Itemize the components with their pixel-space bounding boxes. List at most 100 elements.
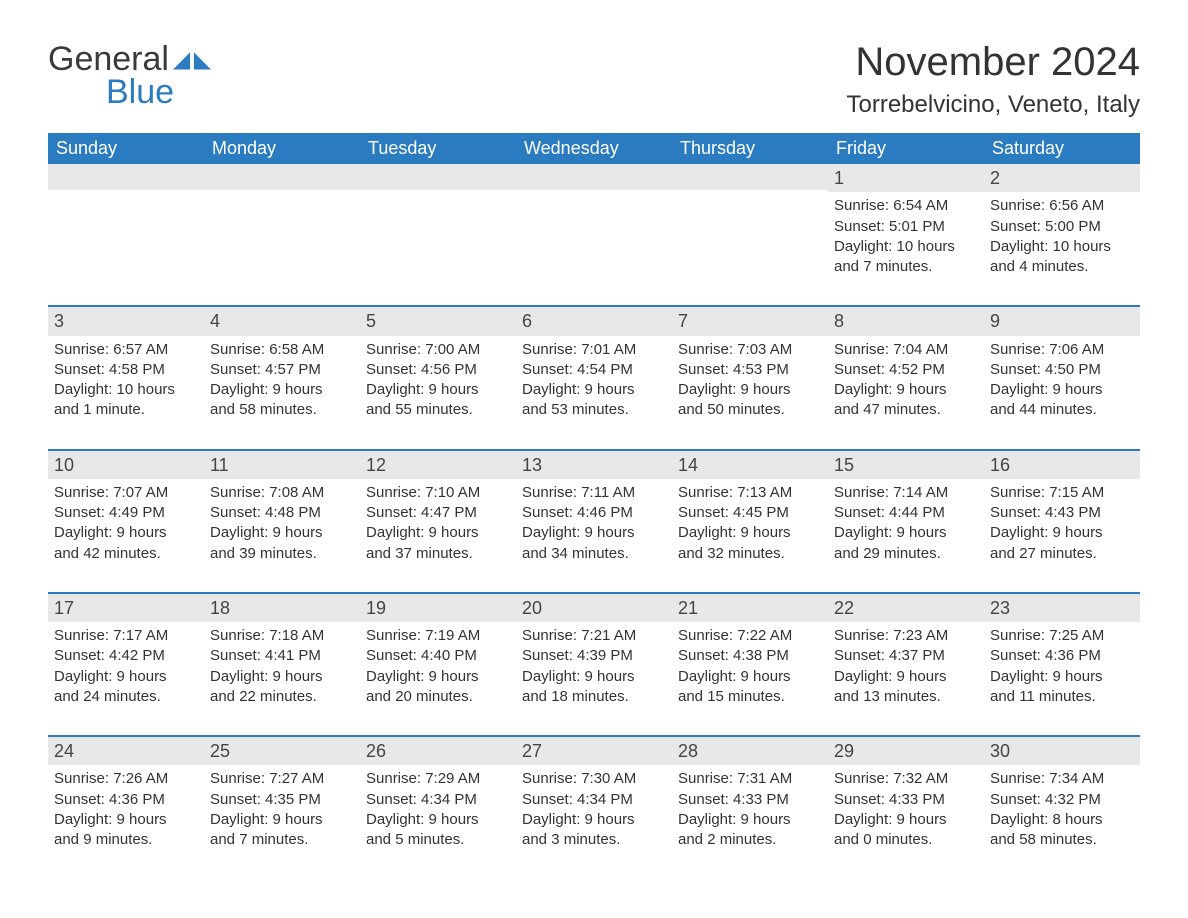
day-cell: 8Sunrise: 7:04 AMSunset: 4:52 PMDaylight… (828, 307, 984, 424)
day-number: 29 (828, 737, 984, 765)
daylight-line2: and 42 minutes. (54, 544, 198, 564)
day-cell (48, 164, 204, 281)
daylight-line2: and 18 minutes. (522, 687, 666, 707)
day-number: 7 (672, 307, 828, 335)
sunset-text: Sunset: 4:47 PM (366, 503, 510, 523)
daylight-line2: and 22 minutes. (210, 687, 354, 707)
sunset-text: Sunset: 4:41 PM (210, 646, 354, 666)
day-cell (672, 164, 828, 281)
day-number: 16 (984, 451, 1140, 479)
logo-sail-icon (173, 50, 211, 70)
daylight-line1: Daylight: 10 hours (990, 237, 1134, 257)
daylight-line1: Daylight: 9 hours (834, 810, 978, 830)
sunrise-text: Sunrise: 7:15 AM (990, 483, 1134, 503)
day-cell: 21Sunrise: 7:22 AMSunset: 4:38 PMDayligh… (672, 594, 828, 711)
daylight-line2: and 50 minutes. (678, 400, 822, 420)
daylight-line2: and 9 minutes. (54, 830, 198, 850)
daylight-line1: Daylight: 9 hours (210, 810, 354, 830)
daylight-line2: and 27 minutes. (990, 544, 1134, 564)
daylight-line2: and 47 minutes. (834, 400, 978, 420)
day-cell: 20Sunrise: 7:21 AMSunset: 4:39 PMDayligh… (516, 594, 672, 711)
daylight-line1: Daylight: 9 hours (678, 380, 822, 400)
sunrise-text: Sunrise: 6:58 AM (210, 340, 354, 360)
sunrise-text: Sunrise: 7:08 AM (210, 483, 354, 503)
daylight-line1: Daylight: 9 hours (210, 667, 354, 687)
logo: General Blue (48, 40, 211, 112)
daylight-line1: Daylight: 9 hours (678, 667, 822, 687)
day-cell: 19Sunrise: 7:19 AMSunset: 4:40 PMDayligh… (360, 594, 516, 711)
month-title: November 2024 (847, 40, 1141, 85)
daylight-line1: Daylight: 9 hours (678, 810, 822, 830)
week-row: 3Sunrise: 6:57 AMSunset: 4:58 PMDaylight… (48, 305, 1140, 424)
day-cell: 9Sunrise: 7:06 AMSunset: 4:50 PMDaylight… (984, 307, 1140, 424)
day-number: 14 (672, 451, 828, 479)
daylight-line1: Daylight: 9 hours (210, 380, 354, 400)
sunrise-text: Sunrise: 7:30 AM (522, 769, 666, 789)
day-header-cell: Wednesday (516, 133, 672, 164)
daylight-line2: and 2 minutes. (678, 830, 822, 850)
daylight-line1: Daylight: 9 hours (990, 667, 1134, 687)
day-cell: 30Sunrise: 7:34 AMSunset: 4:32 PMDayligh… (984, 737, 1140, 854)
week-row: 1Sunrise: 6:54 AMSunset: 5:01 PMDaylight… (48, 164, 1140, 281)
day-number: 13 (516, 451, 672, 479)
day-cell (516, 164, 672, 281)
day-cell: 22Sunrise: 7:23 AMSunset: 4:37 PMDayligh… (828, 594, 984, 711)
daylight-line2: and 34 minutes. (522, 544, 666, 564)
sunrise-text: Sunrise: 7:04 AM (834, 340, 978, 360)
day-number: 22 (828, 594, 984, 622)
day-header-row: SundayMondayTuesdayWednesdayThursdayFrid… (48, 133, 1140, 164)
daylight-line2: and 4 minutes. (990, 257, 1134, 277)
daylight-line1: Daylight: 9 hours (834, 523, 978, 543)
day-cell: 16Sunrise: 7:15 AMSunset: 4:43 PMDayligh… (984, 451, 1140, 568)
day-number (516, 164, 672, 190)
sunset-text: Sunset: 4:53 PM (678, 360, 822, 380)
day-number: 30 (984, 737, 1140, 765)
day-cell (360, 164, 516, 281)
daylight-line2: and 7 minutes. (210, 830, 354, 850)
sunset-text: Sunset: 4:52 PM (834, 360, 978, 380)
sunset-text: Sunset: 4:40 PM (366, 646, 510, 666)
sunset-text: Sunset: 4:49 PM (54, 503, 198, 523)
day-number (672, 164, 828, 190)
daylight-line2: and 3 minutes. (522, 830, 666, 850)
daylight-line2: and 55 minutes. (366, 400, 510, 420)
day-number: 28 (672, 737, 828, 765)
day-cell: 12Sunrise: 7:10 AMSunset: 4:47 PMDayligh… (360, 451, 516, 568)
sunset-text: Sunset: 4:44 PM (834, 503, 978, 523)
day-cell: 17Sunrise: 7:17 AMSunset: 4:42 PMDayligh… (48, 594, 204, 711)
day-number: 17 (48, 594, 204, 622)
day-number: 15 (828, 451, 984, 479)
daylight-line2: and 32 minutes. (678, 544, 822, 564)
sunset-text: Sunset: 4:38 PM (678, 646, 822, 666)
daylight-line1: Daylight: 10 hours (834, 237, 978, 257)
sunrise-text: Sunrise: 7:22 AM (678, 626, 822, 646)
sunset-text: Sunset: 4:45 PM (678, 503, 822, 523)
day-number: 27 (516, 737, 672, 765)
sunrise-text: Sunrise: 7:19 AM (366, 626, 510, 646)
daylight-line2: and 11 minutes. (990, 687, 1134, 707)
day-cell: 5Sunrise: 7:00 AMSunset: 4:56 PMDaylight… (360, 307, 516, 424)
sunrise-text: Sunrise: 7:18 AM (210, 626, 354, 646)
sunset-text: Sunset: 4:54 PM (522, 360, 666, 380)
daylight-line2: and 58 minutes. (210, 400, 354, 420)
daylight-line2: and 7 minutes. (834, 257, 978, 277)
sunset-text: Sunset: 4:33 PM (834, 790, 978, 810)
daylight-line2: and 44 minutes. (990, 400, 1134, 420)
sunrise-text: Sunrise: 7:31 AM (678, 769, 822, 789)
day-number (204, 164, 360, 190)
day-number: 12 (360, 451, 516, 479)
daylight-line2: and 37 minutes. (366, 544, 510, 564)
day-number: 25 (204, 737, 360, 765)
sunrise-text: Sunrise: 7:26 AM (54, 769, 198, 789)
daylight-line1: Daylight: 9 hours (366, 667, 510, 687)
daylight-line1: Daylight: 8 hours (990, 810, 1134, 830)
daylight-line1: Daylight: 9 hours (366, 810, 510, 830)
daylight-line1: Daylight: 9 hours (54, 810, 198, 830)
sunrise-text: Sunrise: 7:11 AM (522, 483, 666, 503)
day-number: 1 (828, 164, 984, 192)
daylight-line2: and 58 minutes. (990, 830, 1134, 850)
daylight-line2: and 29 minutes. (834, 544, 978, 564)
day-cell: 28Sunrise: 7:31 AMSunset: 4:33 PMDayligh… (672, 737, 828, 854)
sunrise-text: Sunrise: 7:27 AM (210, 769, 354, 789)
day-header-cell: Friday (828, 133, 984, 164)
